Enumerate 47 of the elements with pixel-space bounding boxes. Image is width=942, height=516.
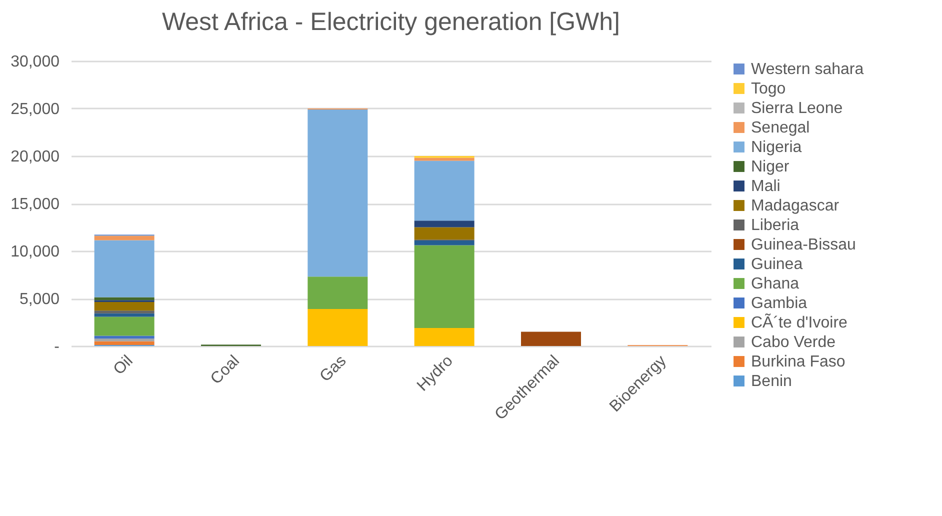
legend-label: Senegal <box>751 120 810 136</box>
bar <box>308 109 368 277</box>
bar <box>414 328 474 346</box>
bar <box>414 240 474 246</box>
bar <box>94 338 154 342</box>
bar <box>521 332 581 346</box>
legend-label: Liberia <box>751 217 800 234</box>
bar <box>414 158 474 161</box>
legend-label: Togo <box>751 80 786 98</box>
legend-label: CÃ´te d'Ivoire <box>751 312 848 332</box>
y-tick-label: 5,000 <box>19 291 60 308</box>
bar <box>414 245 474 328</box>
bar <box>94 341 154 346</box>
bar <box>308 308 368 346</box>
bar <box>414 227 474 240</box>
x-tick-label: Gas <box>316 352 350 386</box>
legend-label: Guinea-Bissau <box>751 236 856 254</box>
y-tick-label: 15,000 <box>10 196 60 213</box>
legend-label: Gambia <box>751 295 808 312</box>
y-tick-label: 10,000 <box>10 244 60 260</box>
legend-label: Niger <box>751 158 790 176</box>
legend-label: Ghana <box>751 276 800 292</box>
y-tick-label: 25,000 <box>10 101 60 118</box>
bar <box>94 316 154 336</box>
legend-label: Sierra Leone <box>751 100 843 117</box>
bar <box>414 160 474 221</box>
x-tick-label: Oil <box>110 352 136 378</box>
legend-label: Cabo Verde <box>751 334 836 351</box>
bar <box>94 240 154 298</box>
y-tick-label: 30,000 <box>10 54 60 70</box>
legend-label: Burkina Faso <box>751 354 846 370</box>
legend-label: Mali <box>751 178 780 195</box>
bar <box>94 302 154 311</box>
legend-label: Benin <box>751 373 792 390</box>
bar <box>94 313 154 317</box>
bar <box>94 336 154 339</box>
bar <box>94 236 154 240</box>
legend-label: Nigeria <box>751 139 802 156</box>
bar <box>308 276 368 309</box>
legend-label: Guinea <box>751 256 803 273</box>
y-tick-label: - <box>54 338 60 356</box>
bar <box>414 220 474 228</box>
legend-label: Western sahara <box>751 61 864 78</box>
bar <box>94 310 154 314</box>
chart-title: West Africa - Electricity generation [GWh] <box>162 8 620 36</box>
legend-label: Madagascar <box>751 198 840 214</box>
y-tick-label: 20,000 <box>10 148 60 166</box>
